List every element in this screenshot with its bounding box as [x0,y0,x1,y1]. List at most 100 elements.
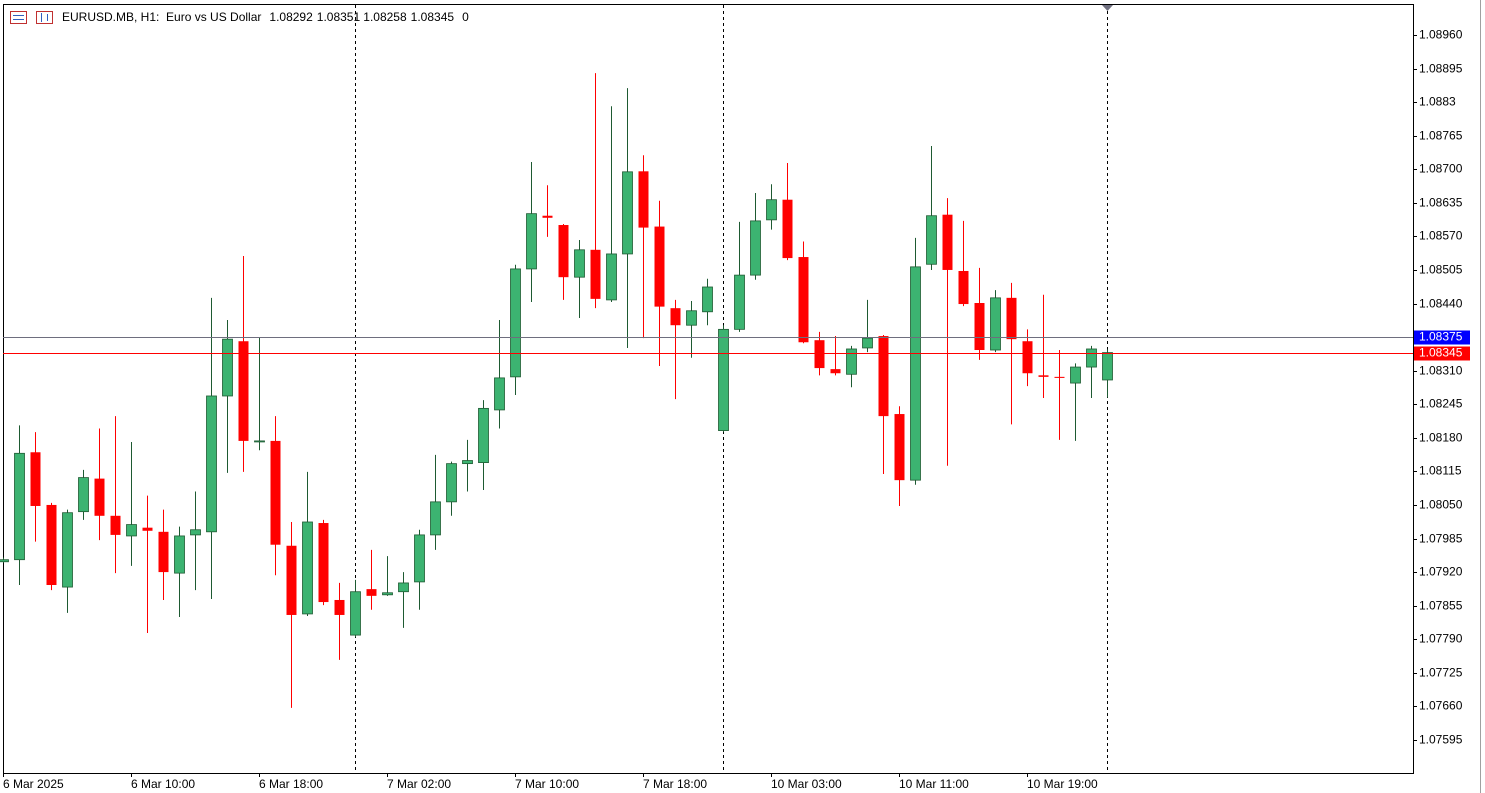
candle-body [734,274,745,330]
candle-body [702,286,713,313]
candle-body [830,369,841,374]
candle-body [126,524,137,537]
candle-body [926,215,937,265]
candle-body [910,266,921,481]
y-tick-label: 1.07595 [1419,733,1463,747]
x-tick-label: 7 Mar 10:00 [515,777,579,791]
chart-header: EURUSD.MB, H1: Euro vs US Dollar 1.08292 1… [62,10,469,24]
price-label: 1.08375 [1419,330,1463,344]
candle-body [670,308,681,326]
candle-body [622,171,633,255]
candle-body [718,328,729,431]
candle-body [62,512,73,588]
y-tick-label: 1.07985 [1419,532,1463,546]
chart-title: EURUSD.MB, H1: Euro vs US Dollar [62,10,261,24]
candle-body [414,534,425,583]
y-tick-label: 1.08895 [1419,62,1463,76]
candle-body [814,340,825,369]
candle-body [382,592,393,596]
y-tick-label: 1.07660 [1419,699,1463,713]
candle-body [478,407,489,463]
y-tick-label: 1.07725 [1419,666,1463,680]
candle-body [846,348,857,375]
symbol-icons [10,11,53,24]
candle-body [894,414,905,481]
y-tick-label: 1.08310 [1419,364,1463,378]
candle-body [862,337,873,349]
price-label-bg [1414,346,1470,361]
y-tick-label: 1.07855 [1419,599,1463,613]
header-low: 1.08258 [363,10,407,24]
header-open: 1.08292 [269,10,313,24]
price-label: 1.08345 [1419,346,1463,360]
candle-body [174,535,185,574]
header-high: 1.08351 [317,10,361,24]
candle-body [222,338,233,397]
candle-body [510,268,521,378]
candle-body [1102,352,1113,381]
candle-body [798,257,809,343]
y-tick-label: 1.08635 [1419,196,1463,210]
candle-body [254,440,265,443]
x-tick-label: 10 Mar 03:00 [771,777,842,791]
y-tick-label: 1.08765 [1419,129,1463,143]
candle-body [302,521,313,615]
candle-body [1054,376,1065,378]
candle-body [526,213,537,270]
candle-body [142,527,153,531]
candle-body [1022,341,1033,374]
candle-body [958,270,969,305]
candle-body [542,215,553,218]
y-tick-label: 1.08440 [1419,297,1463,311]
plot-frame [3,4,1414,774]
candle-body [1038,375,1049,377]
y-tick-label: 1.08180 [1419,431,1463,445]
shift-marker [1102,5,1113,11]
candle-body [206,395,217,533]
candle-body [766,199,777,221]
candle-body [430,501,441,536]
candle-body [558,225,569,278]
candle-body [46,504,57,586]
candle-body [0,559,9,563]
candle-body [878,336,889,417]
icon [36,11,53,24]
candle-body [30,452,41,506]
candle-body [190,529,201,536]
candle-body [350,591,361,636]
candle-body [1070,366,1081,384]
x-tick-label: 10 Mar 11:00 [899,777,969,791]
candle-body [990,297,1001,351]
candle-body [318,523,329,603]
x-tick-label: 7 Mar 02:00 [387,777,451,791]
candle-body [270,440,281,545]
y-tick-label: 1.08505 [1419,263,1463,277]
candle-body [398,582,409,593]
candle-body [286,545,297,615]
candle-body [574,249,585,278]
y-tick-label: 1.08700 [1419,162,1463,176]
icon [10,11,27,24]
candle-body [1086,348,1097,368]
candle-body [110,515,121,535]
x-tick-label: 6 Mar 2025 [3,777,64,791]
y-tick-label: 1.07920 [1419,565,1463,579]
candle-body [590,249,601,299]
candle-body [686,310,697,326]
candle-body [366,589,377,596]
candle-body [238,341,249,441]
candle-body [654,226,665,307]
candle-body [446,463,457,503]
y-tick-label: 1.0883 [1419,95,1456,109]
candle-body [750,220,761,276]
x-tick-label: 6 Mar 10:00 [131,777,195,791]
candle-body [78,477,89,513]
candle-body [942,214,953,270]
candle-body [1006,297,1017,340]
candle-body [334,599,345,615]
y-tick-label: 1.08960 [1419,28,1463,42]
header-tail: 0 [462,10,469,24]
